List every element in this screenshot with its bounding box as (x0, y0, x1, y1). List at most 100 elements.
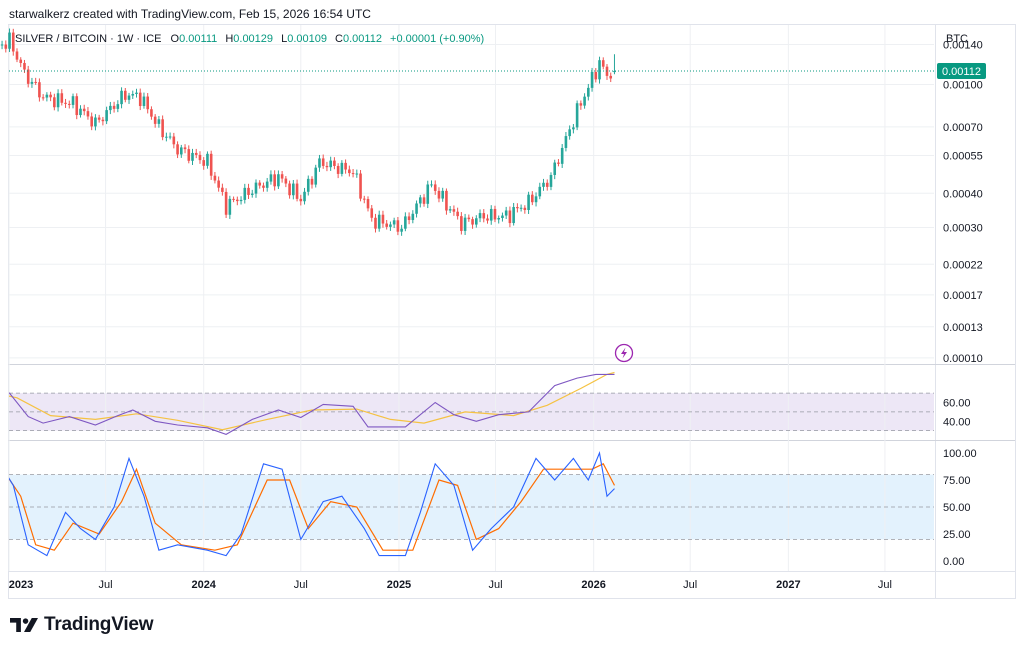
price-tick-label: 0.00022 (943, 259, 983, 271)
candle-body (41, 97, 45, 99)
candle-body (381, 214, 385, 224)
last-price-tag-bg (937, 63, 986, 80)
candle-body (519, 207, 523, 209)
candle-body (340, 162, 344, 174)
candle-body (478, 213, 482, 219)
price-axis[interactable]: 0.00140 0.00100 0.00070 0.00055 0.00040 0.000… (943, 40, 983, 365)
candle-body (534, 196, 538, 203)
candle-body (385, 223, 388, 227)
price-tick-label: 0.00070 (943, 122, 983, 134)
candle-body (221, 187, 224, 192)
candle-body (355, 173, 359, 175)
candle-body (109, 105, 112, 111)
stoch-tick-label: 50.00 (943, 502, 971, 514)
candle-body (299, 198, 303, 202)
candle-body (288, 183, 291, 196)
candle-body (183, 147, 187, 150)
ohlc-high-value: 0.00129 (233, 33, 273, 45)
candle-body (321, 158, 325, 166)
candle-body (572, 127, 575, 130)
lightning-icon[interactable] (614, 343, 634, 363)
candle-body (303, 191, 306, 202)
time-tick-label: Jul (878, 579, 892, 591)
candle-body (135, 92, 138, 94)
candle-body (333, 160, 336, 166)
currency-label[interactable]: BTC (946, 33, 968, 45)
candle-body (153, 116, 157, 124)
candle-body (314, 167, 318, 185)
symbol-legend[interactable]: SILVER / BITCOIN · 1W · ICE O0.00111 H0.… (15, 33, 484, 45)
candle-body (168, 136, 172, 138)
candle-body (336, 165, 340, 174)
candle-body (213, 175, 217, 181)
rsi-ma-line (9, 371, 615, 431)
candle-body (176, 144, 179, 155)
candle-body (504, 210, 508, 216)
tradingview-logo: TradingView (10, 613, 154, 637)
candle-body (545, 182, 549, 187)
candle-body (609, 75, 613, 79)
candle-body (456, 211, 459, 217)
candle-body (236, 199, 239, 202)
candle-body (497, 218, 501, 220)
candle-body (404, 216, 407, 229)
candle-body (71, 96, 75, 105)
candle-body (187, 149, 191, 161)
candle-body (116, 104, 120, 109)
candle-body (587, 87, 590, 97)
candle-body (30, 81, 34, 84)
candle-body (224, 191, 228, 215)
rsi-tick-label: 40.00 (943, 416, 971, 428)
candle-body (359, 173, 362, 199)
candle-body (206, 153, 209, 166)
time-tick-label: Jul (683, 579, 697, 591)
candle-body (370, 208, 374, 218)
price-tick-label: 0.00100 (943, 79, 983, 91)
time-tick-label: Jul (488, 579, 502, 591)
candle-body (232, 198, 235, 200)
candle-body (348, 169, 351, 174)
candle-body (82, 108, 86, 112)
candle-body (138, 92, 142, 107)
candle-body (38, 82, 41, 98)
candle-body (94, 117, 97, 127)
candle-body (400, 228, 403, 232)
time-axis[interactable]: 2023 Jul 2024 Jul 2025 Jul 2026 Jul 2027 Jul (9, 579, 892, 591)
candle-body (273, 174, 276, 187)
tradingview-logo-icon (10, 618, 38, 632)
candle-body (120, 90, 123, 105)
candle-body (531, 194, 534, 203)
price-tick-label: 0.00017 (943, 290, 983, 302)
brand-name: TradingView (44, 614, 154, 635)
candle-body (112, 105, 116, 109)
candle-body (467, 217, 471, 220)
candle-body (194, 152, 198, 155)
indicator-band-lines (9, 392, 934, 540)
candle-body (0, 44, 4, 46)
candle-body (26, 69, 30, 84)
candle-body (553, 162, 557, 175)
price-tick-label: 0.00040 (943, 188, 983, 200)
candle-body (392, 220, 396, 225)
rsi-axis[interactable]: 60.00 40.00 (943, 398, 971, 429)
price-tick-label: 0.00013 (943, 322, 983, 334)
stoch-k-line (9, 451, 615, 557)
candle-body (284, 178, 288, 184)
stoch-axis[interactable]: 100.00 75.00 50.00 25.00 0.00 (943, 448, 977, 568)
candle-body (75, 96, 79, 116)
ohlc-close-value: 0.00112 (343, 33, 382, 45)
candle-body (150, 109, 153, 117)
candlestick-series[interactable] (0, 28, 616, 236)
candle-body (441, 190, 444, 199)
candle-body (146, 96, 149, 110)
candle-body (49, 94, 52, 98)
candle-body (250, 193, 254, 195)
candle-body (527, 194, 530, 211)
candle-body (56, 93, 60, 108)
candle-body (79, 108, 82, 116)
candle-body (549, 174, 553, 187)
candle-body (142, 96, 146, 107)
candle-body (448, 209, 452, 211)
candle-body (243, 187, 247, 200)
